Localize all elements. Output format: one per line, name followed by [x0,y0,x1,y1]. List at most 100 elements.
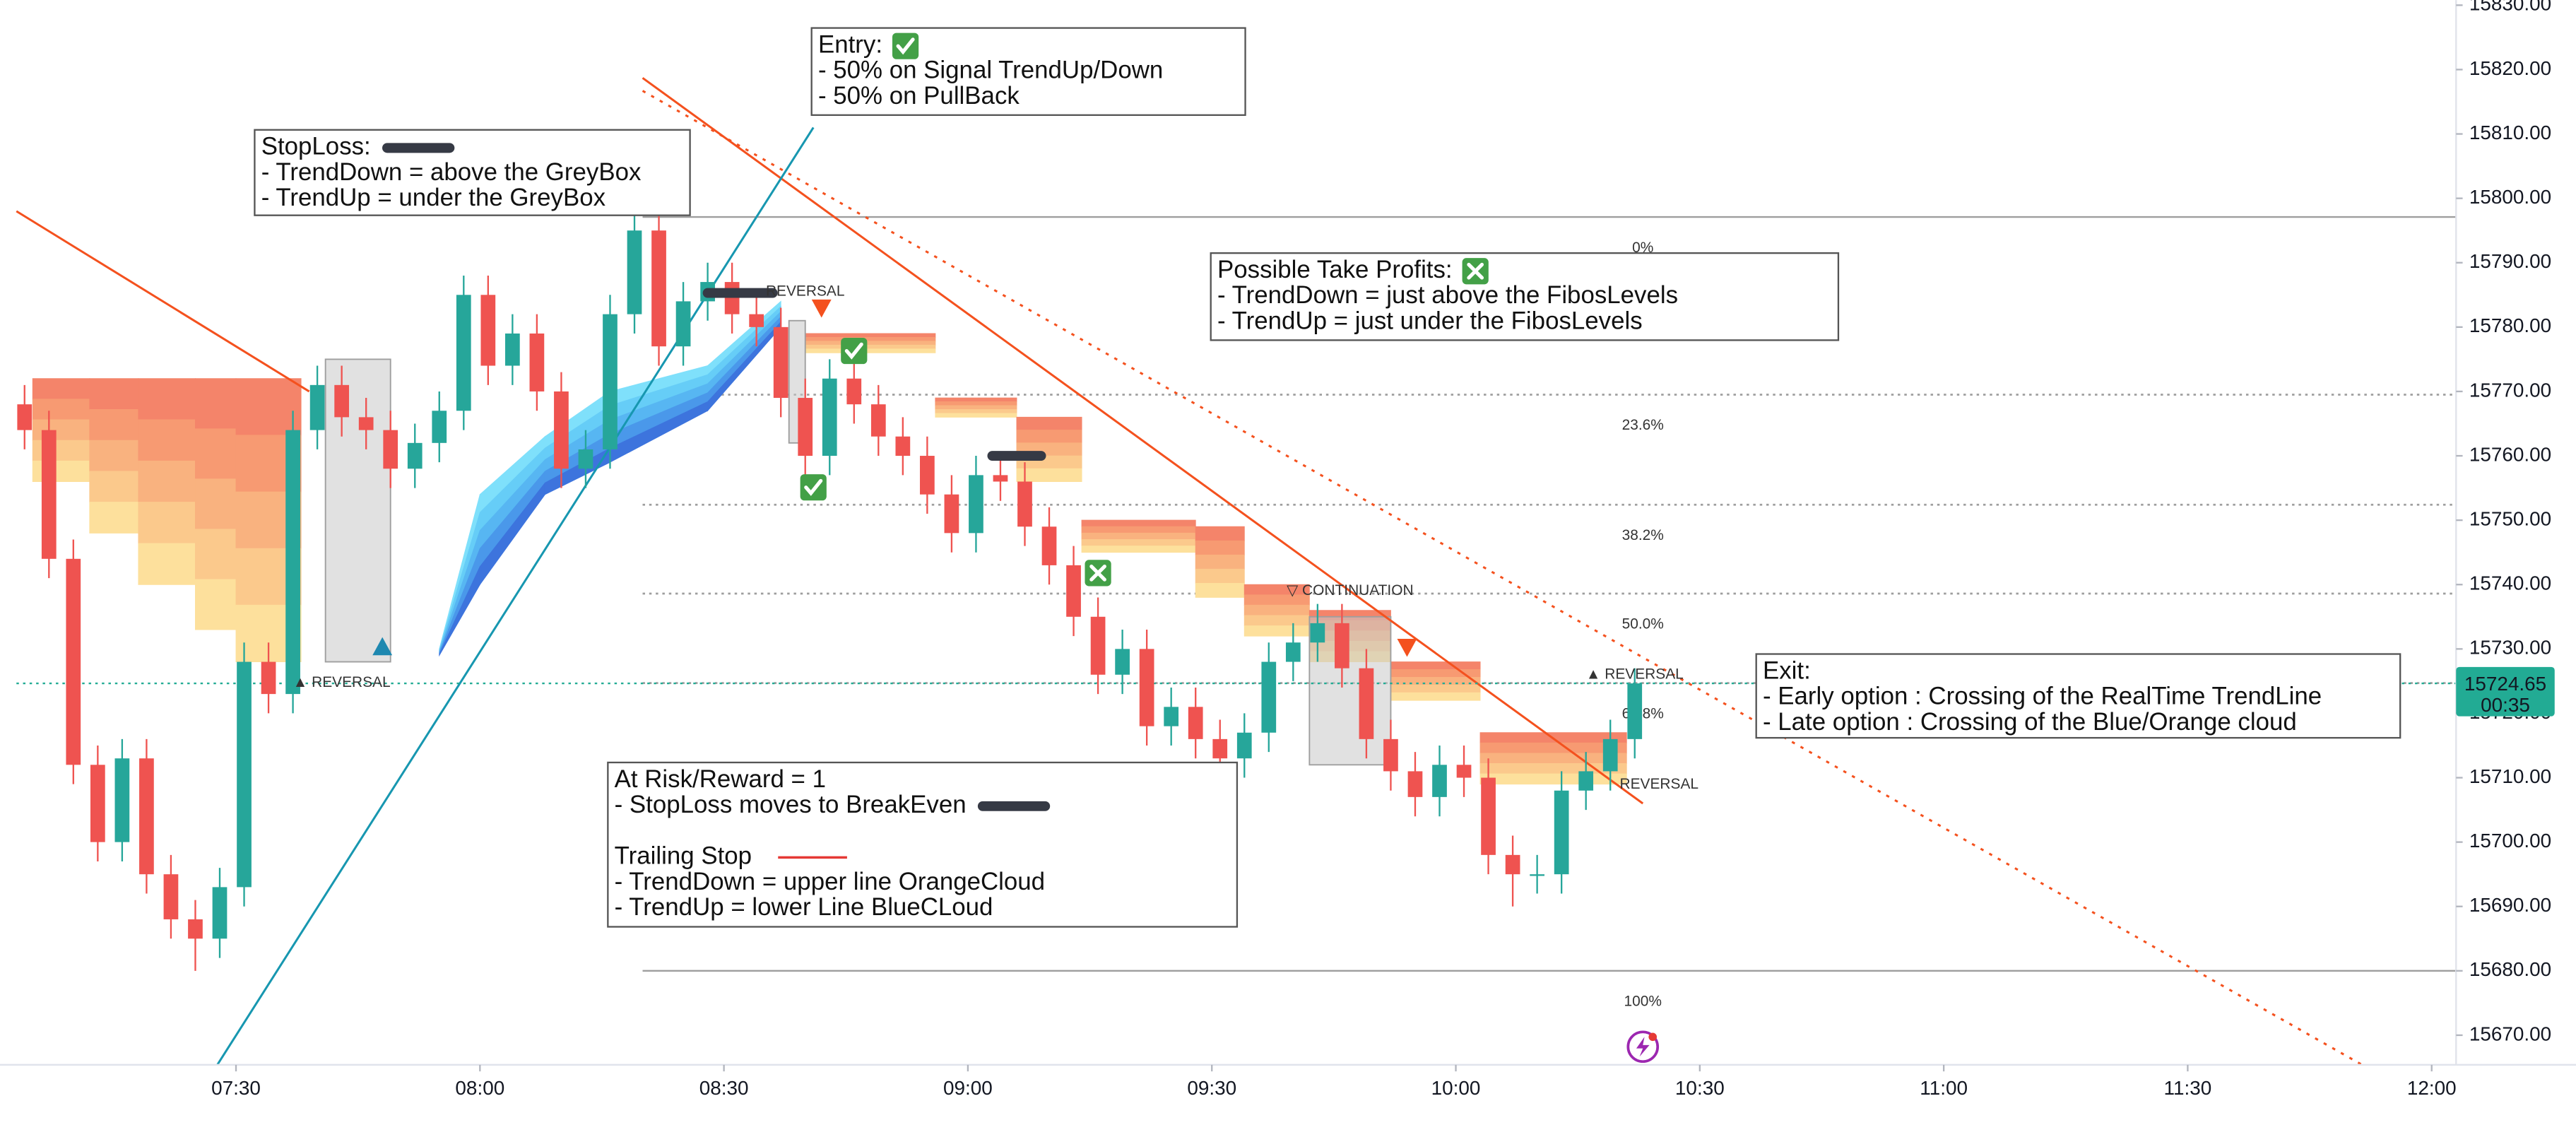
candle-body [870,404,886,437]
candle-body [1139,649,1154,726]
candle-body [505,333,520,366]
cloud-band [32,440,90,461]
candle-body [237,661,252,888]
candle-body [1530,874,1544,876]
cloud-band [235,378,302,436]
icon-glyph [1467,262,1484,280]
fib-label: 100% [1624,994,1662,1010]
note-text: - TrendDown = above the GreyBox [261,158,642,186]
cloud-band [32,419,90,441]
candle-body [309,384,325,430]
x-tick-label: 09:30 [1187,1077,1236,1099]
note-text: - TrendDown = upper line OrangeCloud [615,868,1045,895]
candle-body [578,449,593,469]
note-text: StopLoss: [261,133,371,160]
overlay: StopLoss:- TrendDown = above the GreyBox… [254,27,2401,928]
signal-marker [372,637,393,656]
candle-body [1017,481,1032,527]
candle-body [163,874,179,919]
icon-glyph [804,478,823,496]
cloud-band [32,378,90,400]
candle-body [846,378,862,405]
x-tick-label: 11:30 [2164,1077,2212,1099]
candle-body [114,758,130,842]
cloud-band [1195,568,1245,584]
candle-body [1236,732,1252,759]
signal-icon [800,474,827,501]
note-text: Possible Take Profits: [1217,256,1453,283]
candle-body [1554,790,1569,875]
cloud-band [195,478,237,530]
candle-body [480,295,496,366]
note-box [254,129,691,216]
note-box [607,761,1239,928]
x-tick-label: 11:00 [1920,1077,1968,1099]
cloud-band [1195,526,1245,541]
candle-body [90,765,105,842]
cloud-band [89,471,139,503]
candle-body [1285,642,1301,662]
cloud-band [1390,684,1481,693]
y-tick-label: 15730.00 [2469,637,2551,659]
price-badge-countdown: 00:35 [2481,694,2530,716]
icon-glyph [844,342,863,360]
candle-body [1602,738,1618,772]
cloud-band [1195,554,1245,570]
note-text: - StopLoss moves to BreakEven [615,791,967,818]
signal-icon [841,337,868,365]
note-text: - Early option : Crossing of the RealTim… [1763,683,2322,710]
candle-body [358,417,374,430]
cloud-band [935,408,1017,414]
y-tick-label: 15740.00 [2469,572,2551,594]
cloud-band [138,543,196,585]
cloud-band [32,460,90,482]
y-tick-label: 15760.00 [2469,443,2551,465]
candle-body [993,475,1008,482]
candle-body [895,436,911,457]
cloud-band [1081,519,1196,527]
candle-body [1164,707,1179,726]
candle-body [822,378,837,457]
candle-body [407,442,423,469]
candle-body [1335,623,1349,668]
candle-body [41,430,57,559]
cloud-band [805,333,936,338]
cloud-band [89,408,139,441]
cloud-band [1390,692,1481,701]
signal-label: ▲ REVERSAL [1586,666,1684,682]
note-icon [1462,258,1489,285]
note-icon [892,33,919,59]
candle-body [1481,777,1496,855]
cloud-band [32,399,90,420]
cloud-band [1016,468,1082,482]
note-box [1210,252,1840,341]
candle-body [651,230,666,347]
cloud-band [1016,430,1082,444]
signal-label: ▽ CONTINUATION [1287,582,1413,599]
trendline [642,77,1644,805]
candle-body [1041,526,1057,565]
candle-body [969,475,983,534]
candle-body [1212,738,1228,759]
candle-body [432,411,447,443]
cloud-band [1195,540,1245,555]
fib-label: 0% [1632,240,1653,256]
candle-body [529,333,545,391]
cloud-band [935,397,1017,402]
cloud-band [1081,526,1196,534]
y-tick-label: 15830.00 [2469,0,2551,15]
cloud-band [195,579,237,630]
candle-body [456,295,471,411]
x-tick-label: 08:30 [699,1077,749,1099]
candle-body [1188,707,1203,739]
cloud-band [805,344,936,350]
x-tick-label: 10:30 [1675,1077,1725,1099]
cloud-band [89,502,139,534]
cloud-band [1081,546,1196,553]
cloud-band [935,401,1017,406]
y-tick-label: 15680.00 [2469,958,2551,980]
note-text: Entry: [818,30,882,58]
candle-body [1456,765,1472,778]
candle-body [1407,771,1423,797]
